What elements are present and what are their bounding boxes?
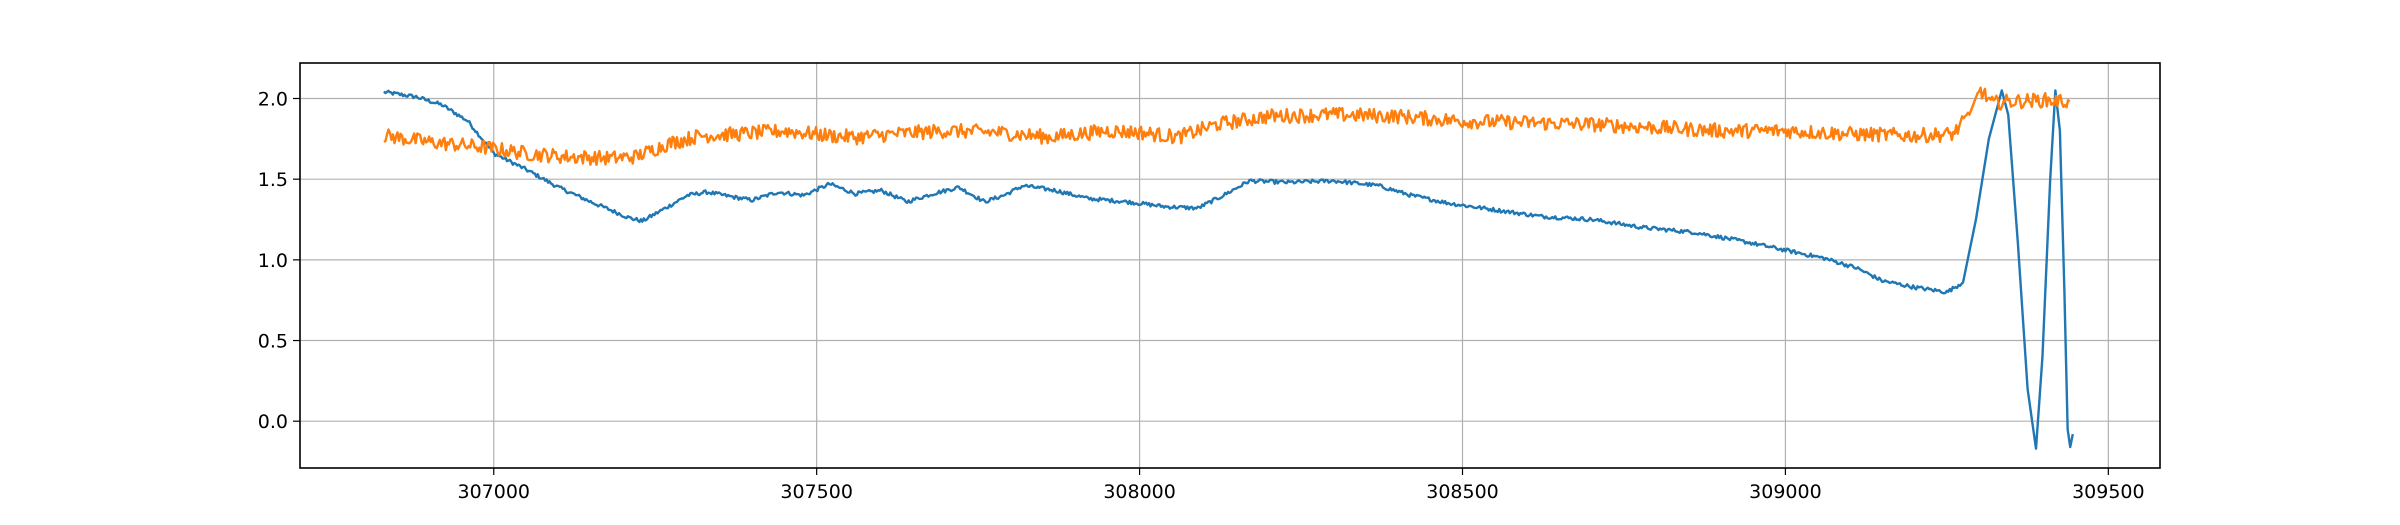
x-tick-label: 309000 (1749, 481, 1822, 503)
y-tick-label: 1.5 (258, 169, 288, 191)
y-tick-label: 2.0 (258, 88, 288, 110)
x-tick-label: 307500 (780, 481, 853, 503)
plot-series (383, 86, 2074, 450)
grid-lines (300, 63, 2160, 468)
axes-frame (299, 62, 2161, 469)
x-tick-label: 308500 (1426, 481, 1499, 503)
y-axis: 0.0 0.5 1.0 1.5 2.0 (258, 88, 300, 433)
x-axis: 307000 307500 308000 308500 309000 309500 (457, 468, 2145, 503)
x-tick-label: 308000 (1103, 481, 1176, 503)
y-tick-label: 0.5 (258, 331, 288, 353)
y-tick-label: 1.0 (258, 250, 288, 272)
y-tick-label: 0.0 (258, 411, 288, 433)
series-line-2 (383, 86, 2071, 167)
x-tick-label: 307000 (457, 481, 530, 503)
x-tick-label: 309500 (2072, 481, 2145, 503)
series-line-1 (383, 89, 2074, 450)
